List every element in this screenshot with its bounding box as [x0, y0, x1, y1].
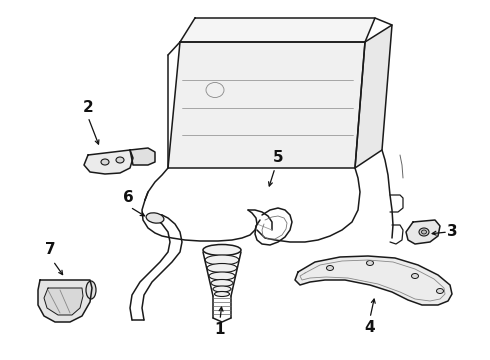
Ellipse shape: [326, 266, 334, 270]
Ellipse shape: [209, 272, 235, 280]
Ellipse shape: [207, 264, 237, 273]
Text: 5: 5: [273, 150, 283, 166]
Text: 7: 7: [45, 243, 55, 257]
Polygon shape: [168, 42, 365, 168]
Ellipse shape: [205, 255, 239, 265]
Text: 3: 3: [447, 225, 457, 239]
Polygon shape: [130, 148, 155, 165]
Ellipse shape: [215, 292, 229, 297]
Polygon shape: [38, 280, 92, 322]
Polygon shape: [84, 150, 133, 174]
Ellipse shape: [146, 213, 164, 223]
Ellipse shape: [367, 261, 373, 266]
Ellipse shape: [213, 286, 231, 292]
Ellipse shape: [412, 274, 418, 279]
Ellipse shape: [203, 244, 241, 256]
Polygon shape: [355, 25, 392, 168]
Polygon shape: [295, 256, 452, 305]
Text: 1: 1: [215, 323, 225, 338]
Ellipse shape: [101, 159, 109, 165]
Polygon shape: [180, 18, 375, 42]
Text: 2: 2: [83, 99, 94, 114]
Polygon shape: [406, 220, 440, 244]
Ellipse shape: [421, 230, 426, 234]
Polygon shape: [44, 288, 83, 315]
Ellipse shape: [116, 157, 124, 163]
Text: 4: 4: [365, 320, 375, 336]
Ellipse shape: [437, 288, 443, 293]
Text: 6: 6: [122, 190, 133, 206]
Ellipse shape: [419, 228, 429, 236]
Ellipse shape: [211, 279, 233, 287]
Ellipse shape: [86, 281, 96, 299]
